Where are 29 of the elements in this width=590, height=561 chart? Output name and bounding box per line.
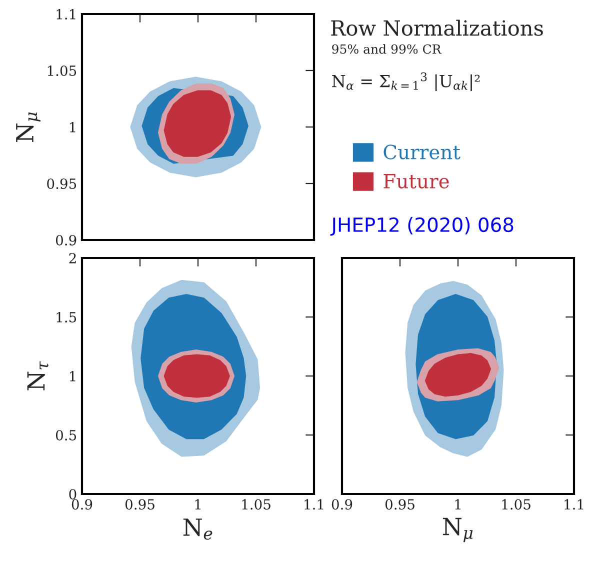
legend-label: Current bbox=[384, 144, 460, 160]
y-tick-label: 1.05 bbox=[48, 65, 76, 76]
text: 95% and 99% CR bbox=[332, 44, 442, 54]
x-axis-title: N$_{μ}$ bbox=[442, 518, 473, 542]
x-tick-label: 1 bbox=[455, 499, 460, 510]
y-tick-label: 0.5 bbox=[56, 430, 76, 440]
text: N$_{α}$ = Σ$_{k=1}$$^{3}$ |U$_{αk}$|² bbox=[332, 72, 480, 92]
x-tick-label: 1.05 bbox=[502, 499, 530, 510]
legend-label: Future bbox=[384, 174, 449, 188]
y-tick-label: 1 bbox=[70, 122, 76, 132]
x-tick-label: 1.1 bbox=[564, 499, 584, 510]
y-tick-label: 2 bbox=[69, 252, 76, 264]
y-tick-label: 1.1 bbox=[56, 8, 76, 20]
y-axis-title: N$_{μ}$ bbox=[16, 112, 40, 142]
x-tick-label: 1 bbox=[195, 499, 200, 510]
x-tick-label: 0.95 bbox=[385, 499, 414, 510]
y-tick-label: 1.5 bbox=[56, 312, 76, 322]
y-tick-label: 0.9 bbox=[56, 234, 76, 246]
y-axis-title: N$_{τ}$ bbox=[27, 361, 48, 390]
x-tick-label: 0.9 bbox=[332, 499, 352, 510]
y-tick-label: 0.95 bbox=[47, 178, 76, 189]
x-axis-title: N$_{e}$ bbox=[183, 518, 212, 540]
x-tick-label: 1.05 bbox=[242, 499, 270, 510]
x-tick-label: 1.1 bbox=[304, 499, 324, 510]
text: Row Normalizations bbox=[331, 20, 543, 36]
x-tick-label: 0.95 bbox=[125, 499, 154, 510]
y-tick-label: 1 bbox=[70, 370, 76, 382]
y-tick-label: 0 bbox=[69, 488, 76, 500]
text: JHEP12 (2020) 068 bbox=[330, 217, 514, 236]
